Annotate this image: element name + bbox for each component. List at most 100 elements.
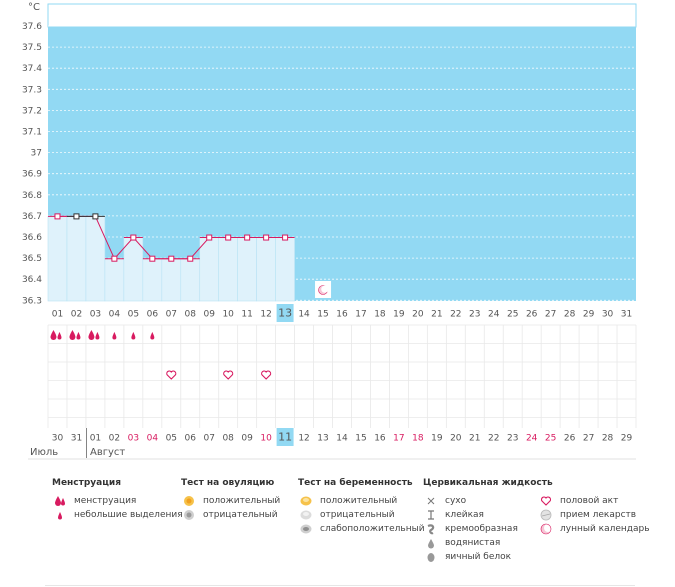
temperature-point	[263, 234, 270, 241]
cycle-day-label: 25	[507, 310, 518, 320]
calendar-day-label: 14	[336, 434, 348, 444]
temperature-bar	[123, 237, 144, 302]
cycle-day-label: 28	[564, 310, 576, 320]
y-tick-label: 37.5	[22, 43, 42, 53]
month-label-current: Август	[90, 447, 126, 458]
legend-item: клейкая	[423, 508, 553, 522]
drop-icon	[76, 332, 81, 340]
drop-icon	[150, 332, 155, 340]
heart-icon	[540, 496, 552, 506]
cycle-day-label: 30	[602, 310, 614, 320]
y-tick-label: 36.5	[22, 254, 42, 264]
calendar-day-label: 05	[166, 434, 177, 444]
calendar-day-label: 19	[431, 434, 443, 444]
cycle-day-label: 23	[469, 310, 480, 320]
cycle-day-label: 22	[450, 310, 461, 320]
drop-icon	[50, 330, 57, 340]
calendar-day-label: 13	[317, 434, 328, 444]
temperature-bar	[256, 237, 276, 302]
cycle-day-label: 13	[278, 307, 292, 320]
legend-item: положительный	[181, 494, 280, 508]
legend-item: сухо	[423, 494, 553, 508]
temperature-point	[54, 213, 61, 220]
y-tick-label: 37.6	[22, 22, 42, 32]
legend-title: Цервикальная жидкость	[423, 478, 553, 488]
cycle-day-label: 03	[90, 310, 101, 320]
cycle-day-label: 02	[71, 310, 82, 320]
drop-icon	[69, 330, 76, 340]
calendar-day-label: 08	[222, 434, 234, 444]
cycle-day-label: 26	[526, 310, 538, 320]
drop-icon	[131, 332, 136, 340]
plot-area	[48, 27, 636, 301]
cycle-day-label: 09	[203, 310, 215, 320]
temperature-point	[73, 213, 80, 220]
drop-icon	[55, 496, 65, 506]
calendar-day-label: 30	[52, 434, 64, 444]
calendar-day-label: 09	[241, 434, 253, 444]
heart-icon	[223, 370, 234, 380]
positive-test-icon	[300, 496, 312, 506]
negative-test-icon	[184, 510, 194, 520]
temperature-bar	[218, 237, 238, 302]
month-label-prev: Июль	[30, 447, 59, 458]
legend-title: Тест на беременность	[298, 478, 413, 488]
cycle-day-label: 15	[317, 310, 328, 320]
cycle-day-label: 29	[583, 310, 595, 320]
calendar-day-label: 01	[90, 434, 101, 444]
cycle-day-label: 01	[52, 310, 63, 320]
temperature-bar	[66, 216, 87, 302]
legend-item: менструация	[52, 494, 183, 508]
calendar-day-label: 17	[393, 434, 404, 444]
today-highlight	[276, 428, 294, 446]
temperature-point	[244, 234, 251, 241]
drop-icon	[95, 332, 100, 340]
legend-item: отрицательный	[181, 508, 280, 522]
y-tick-label: 37.4	[22, 64, 42, 74]
temperature-bar	[47, 216, 68, 302]
calendar-day-label: 16	[374, 434, 386, 444]
legend-item: яичный белок	[423, 550, 553, 564]
calendar-day-label: 06	[185, 434, 197, 444]
calendar-day-label: 04	[147, 434, 159, 444]
cycle-day-label: 06	[147, 310, 159, 320]
cycle-day-label: 11	[241, 310, 252, 320]
temperature-point	[206, 234, 213, 241]
legend-item: прием лекарств	[538, 508, 650, 522]
cycle-day-label: 24	[488, 310, 500, 320]
heart-icon	[166, 370, 177, 380]
weak-positive-test-icon	[300, 524, 312, 534]
cycle-day-label: 27	[545, 310, 556, 320]
cycle-day-label: 16	[336, 310, 348, 320]
calendar-day-label: 25	[545, 434, 556, 444]
legend-item: водянистая	[423, 536, 553, 550]
y-tick-label: 36.3	[22, 296, 42, 306]
calendar-day-label: 02	[109, 434, 120, 444]
today-highlight	[276, 304, 294, 322]
calendar-day-label: 03	[128, 434, 139, 444]
calendar-day-label: 15	[355, 434, 366, 444]
cycle-day-label: 17	[355, 310, 366, 320]
egg-white-icon	[427, 553, 435, 562]
y-tick-label: 37.2	[22, 106, 42, 116]
temperature-chart: °C 37.6 37.5 37.4 37.3 37.2 37.1 37 36.9 36.8 36.7…	[22, 2, 637, 460]
temperature-bar	[161, 258, 182, 302]
drop-icon	[57, 332, 62, 340]
cycle-day-label: 20	[412, 310, 424, 320]
temperature-point	[282, 234, 289, 241]
calendar-day-label: 23	[507, 434, 518, 444]
calendar-day-label: 21	[469, 434, 480, 444]
temperature-point	[92, 213, 99, 220]
cycle-day-label: 31	[621, 310, 632, 320]
temperature-point	[149, 255, 156, 262]
legend-divider	[45, 585, 635, 586]
cycle-day-label: 04	[109, 310, 121, 320]
calendar-day-label: 28	[602, 434, 614, 444]
legend-item: лунный календарь	[538, 522, 650, 536]
legend-item: отрицательный	[298, 508, 425, 522]
temperature-point	[168, 255, 175, 262]
y-tick-label: 36.9	[22, 170, 42, 180]
temperature-bar	[199, 237, 220, 302]
calendar-day-label: 11	[278, 431, 292, 444]
